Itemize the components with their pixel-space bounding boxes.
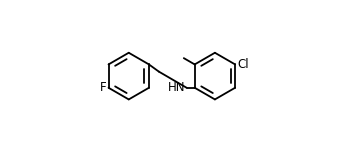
Text: F: F (100, 81, 106, 94)
Text: Cl: Cl (237, 58, 249, 71)
Text: HN: HN (168, 80, 185, 94)
